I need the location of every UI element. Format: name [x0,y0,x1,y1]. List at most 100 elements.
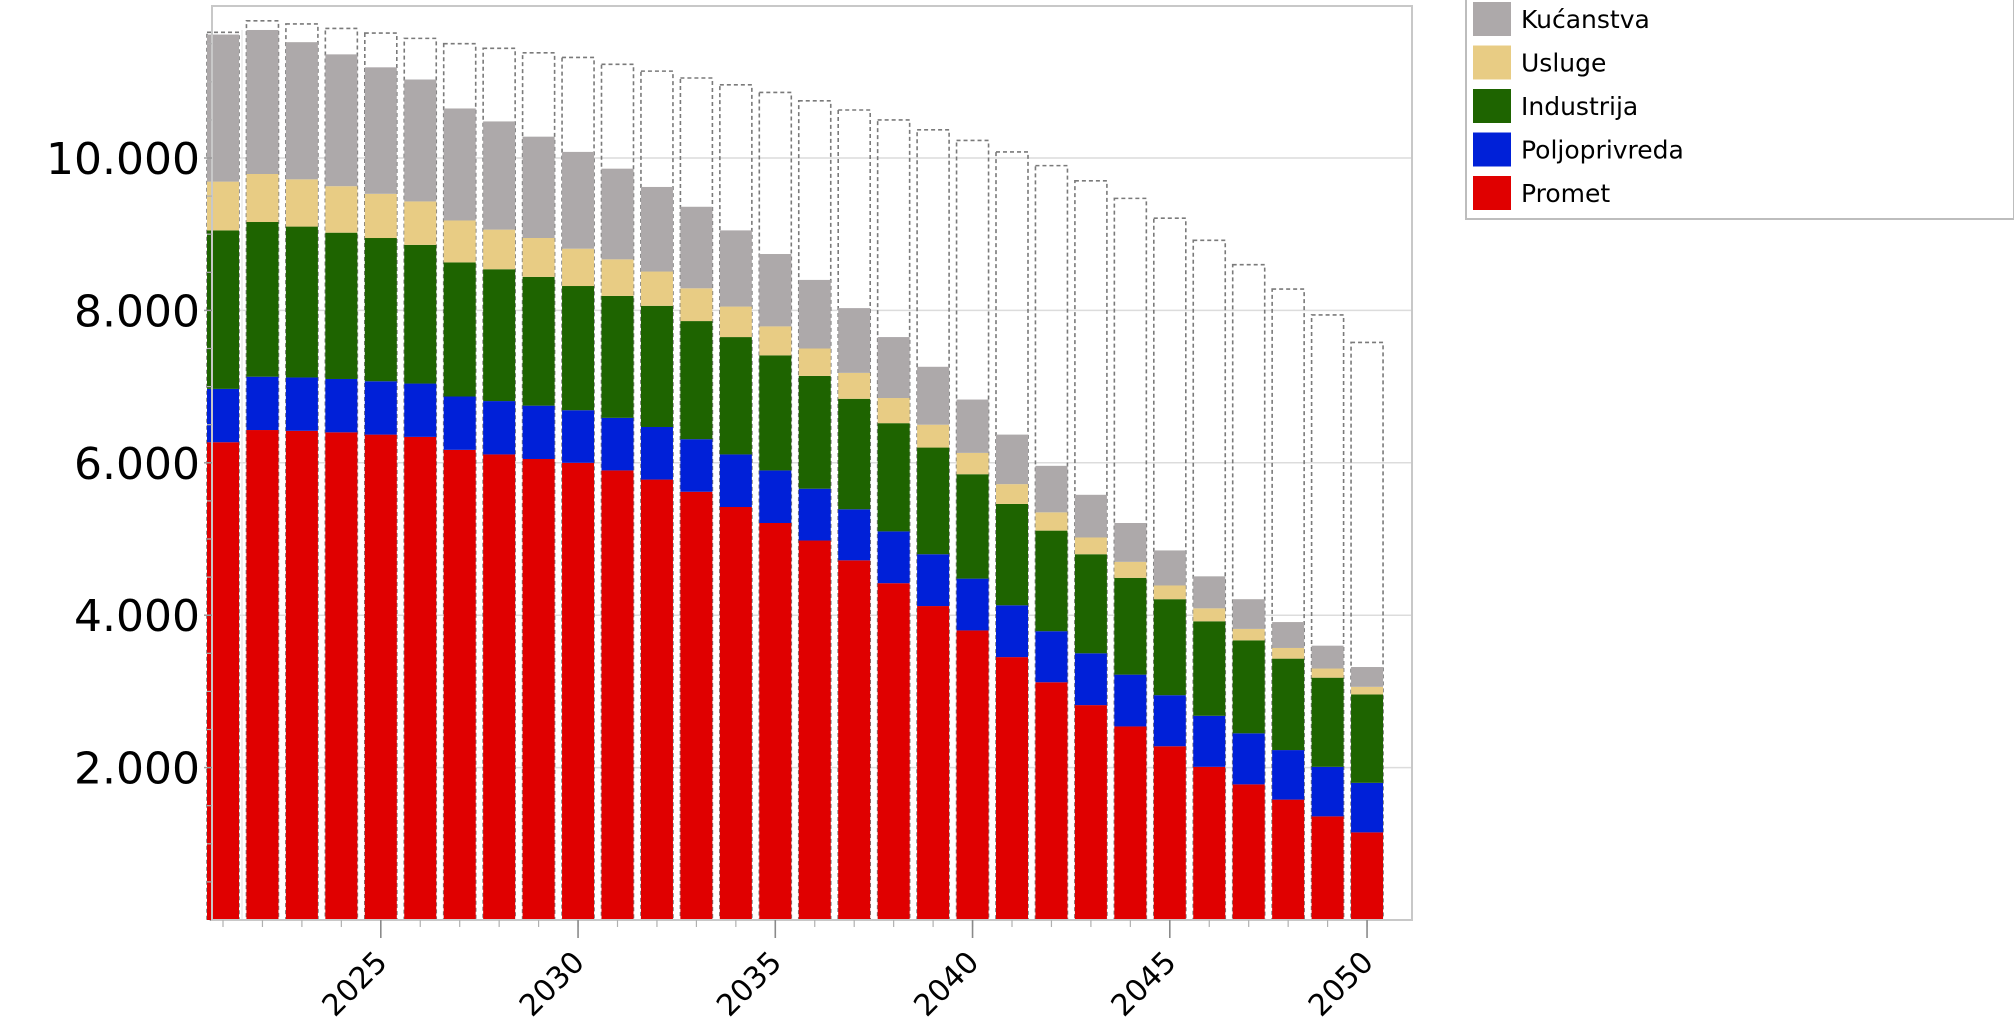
bar-segment-usluge [601,259,634,296]
bar-segment-poljoprivreda [719,454,752,507]
bar-segment-industrija [246,222,279,377]
bar-segment-poljoprivreda [522,405,555,459]
bar-segment-ku-anstva [285,42,318,180]
bar-segment-industrija [562,286,595,411]
bar-segment-promet [562,462,595,920]
bar-segment-ku-anstva [1074,494,1107,538]
bar-segment-industrija [719,337,752,455]
bar-segment-industrija [364,238,397,382]
bar-segment-ku-anstva [798,279,831,349]
bar-segment-ku-anstva [601,168,634,260]
bar-segment-promet [1311,816,1344,920]
legend-label-promet: Promet [1521,179,1610,208]
bar-segment-usluge [838,372,871,399]
bar-segment-ku-anstva [956,399,989,453]
legend-label-industrija: Industrija [1521,92,1638,121]
bar-segment-ku-anstva [877,337,910,399]
bar-segment-usluge [640,271,673,306]
bar-segment-industrija [640,305,673,427]
bar-segment-promet [246,430,279,920]
bar-segment-usluge [877,398,910,424]
bar-segment-industrija [483,269,516,402]
bar-segment-promet [1193,766,1226,920]
y-tick-label: 6.000 [74,439,200,490]
bar-segment-poljoprivreda [1351,782,1384,833]
bar-segment-ku-anstva [1232,599,1265,629]
bar-segment-ku-anstva [1272,622,1305,648]
bar-segment-promet [759,522,792,920]
bar-segment-promet [1114,726,1147,920]
bar-segment-industrija [798,375,831,489]
bar-segment-promet [1074,705,1107,920]
bars [207,29,1384,920]
bar-segment-promet [640,479,673,920]
bar-segment-usluge [680,288,713,322]
bar-segment-promet [956,630,989,920]
bar-segment-ku-anstva [1153,550,1186,586]
bar-segment-promet [1351,832,1384,920]
bar-segment-usluge [1074,537,1107,555]
legend-swatch-poljoprivreda [1473,132,1511,167]
bar-segment-usluge [246,174,279,223]
bar-segment-ku-anstva [917,366,950,425]
bar-segment-promet [1272,799,1305,920]
bar-segment-poljoprivreda [917,554,950,607]
bar-segment-poljoprivreda [1193,715,1226,767]
bar-segment-poljoprivreda [1311,766,1344,817]
bar-segment-ku-anstva [246,29,279,175]
bar-segment-usluge [325,186,358,233]
bar-segment-industrija [996,503,1028,606]
bar-segment-promet [838,560,871,920]
bar-segment-usluge [719,306,752,338]
bar-segment-usluge [1035,512,1068,531]
bar-segment-ku-anstva [483,121,516,230]
bar-segment-poljoprivreda [1272,750,1305,800]
bar-segment-industrija [1272,658,1305,751]
bar-segment-poljoprivreda [1232,733,1265,785]
bar-segment-ku-anstva [719,230,752,307]
bar-segment-usluge [1272,647,1305,659]
bar-segment-promet [601,470,634,920]
bar-segment-ku-anstva [1193,576,1226,609]
legend-swatch-usluge [1473,45,1511,80]
bar-segment-poljoprivreda [562,410,595,463]
bar-segment-poljoprivreda [325,378,358,433]
bar-segment-poljoprivreda [838,509,871,561]
x-tick-label: 2035 [710,945,789,1024]
bar-segment-industrija [1035,530,1068,632]
bar-segment-promet [719,506,752,920]
bar-segment-usluge [917,424,950,448]
bar-segment-promet [877,583,910,920]
bar-segment-industrija [1311,677,1344,767]
bar-segment-usluge [404,201,437,245]
bar-segment-promet [483,454,516,920]
bar-segment-promet [325,432,358,920]
bar-segment-poljoprivreda [798,488,831,541]
bar-segment-poljoprivreda [759,470,792,523]
bar-segment-usluge [1153,585,1186,600]
bar-segment-usluge [996,484,1028,504]
bar-segment-usluge [364,193,397,239]
bar-segment-industrija [1074,554,1107,654]
legend-label-poljoprivreda: Poljoprivreda [1521,136,1684,165]
bar-segment-ku-anstva [1114,522,1147,562]
bar-segment-ku-anstva [562,151,595,249]
bar-segment-poljoprivreda [1035,631,1068,683]
legend: Kućanstva Usluge Industrija Poljoprivreda Pr… [1465,0,2014,220]
bar-segment-industrija [1351,694,1384,783]
legend-label-usluge: Usluge [1521,49,1606,78]
bar-segment-industrija [443,262,476,397]
y-tick-label: 2.000 [74,744,200,795]
bar-segment-poljoprivreda [1153,695,1186,747]
bar-segment-ku-anstva [364,67,397,194]
bar-segment-industrija [877,423,910,532]
bar-segment-industrija [680,321,713,440]
legend-swatch-ku-anstva [1473,2,1511,36]
bar-segment-usluge [1114,561,1147,578]
bar-segment-promet [443,449,476,920]
legend-swatch-promet [1473,176,1511,210]
bar-segment-ku-anstva [640,186,673,272]
bar-segment-poljoprivreda [601,417,634,471]
bar-segment-industrija [404,244,437,384]
